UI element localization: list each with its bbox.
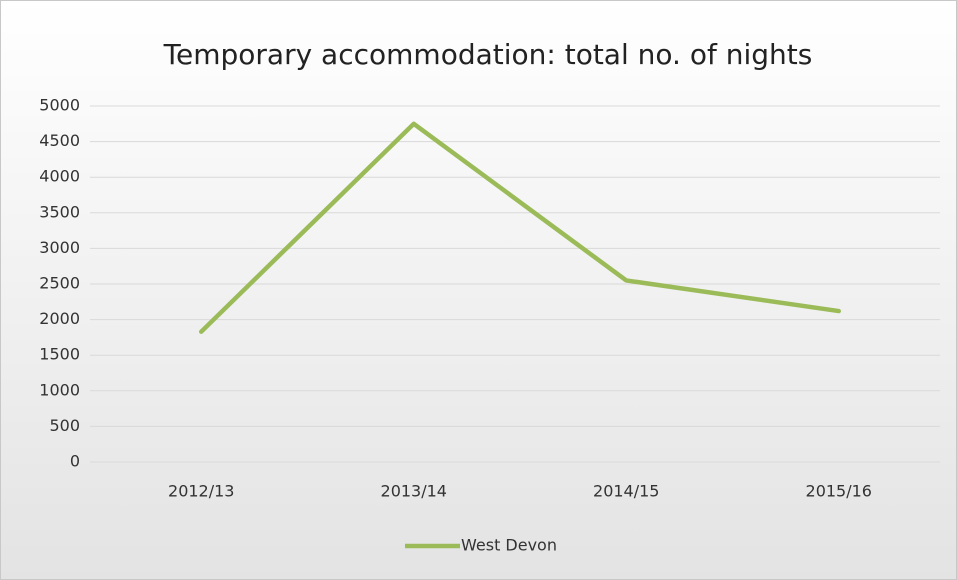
y-tick-label: 3000 [39,238,80,257]
x-tick-label: 2014/15 [593,482,659,501]
y-tick-label: 4500 [39,131,80,150]
x-tick-label: 2015/16 [806,482,872,501]
y-tick-label: 2500 [39,274,80,293]
chart-title: Temporary accommodation: total no. of ni… [163,38,813,71]
y-tick-label: 4000 [39,167,80,186]
line-series [199,121,841,334]
y-tick-label: 1000 [39,380,80,399]
legend-label: West Devon [461,536,557,555]
y-tick-label: 500 [49,416,80,435]
y-tick-label: 3500 [39,202,80,221]
y-tick-label: 1500 [39,345,80,364]
x-tick-label: 2012/13 [168,482,234,501]
y-tick-label: 5000 [39,96,80,115]
x-tick-label: 2013/14 [381,482,447,501]
y-tick-label: 0 [70,452,80,471]
y-tick-label: 2000 [39,309,80,328]
